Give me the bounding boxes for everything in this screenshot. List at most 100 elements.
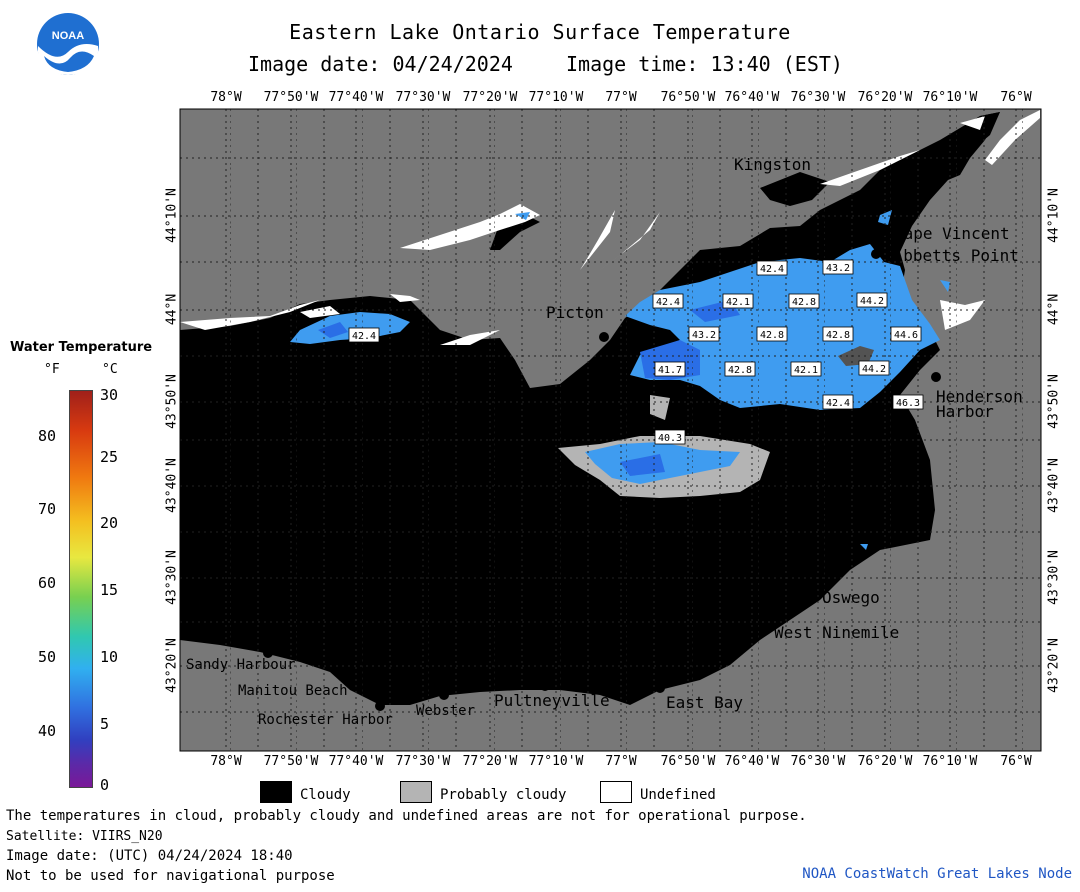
svg-text:42.4: 42.4 [352, 331, 376, 342]
temperature-label: 42.4 [652, 293, 684, 309]
svg-text:42.8: 42.8 [826, 330, 850, 341]
fahrenheit-tick: 60 [38, 574, 57, 592]
temperature-label: 43.2 [822, 259, 854, 275]
place-label: Henderson [936, 387, 1023, 406]
place-label: Harbor [936, 402, 994, 421]
longitude-label: 77°10'W [528, 90, 584, 105]
probably-cloudy-key-swatch [400, 781, 432, 803]
legend-unit-f: °F [44, 362, 60, 377]
image-date: Image date: 04/24/2024 [248, 52, 513, 76]
latitude-label: 43°20'N [164, 638, 180, 693]
temperature-label: 40.3 [654, 429, 686, 445]
longitude-label: 76°50'W [660, 754, 716, 769]
temperature-label: 42.8 [724, 361, 756, 377]
place-label: West Ninemile [774, 623, 900, 642]
longitude-label: 77°20'W [462, 90, 518, 105]
svg-text:44.2: 44.2 [862, 364, 886, 375]
temperature-label: 42.1 [790, 361, 822, 377]
place-label: Pultneyville [494, 691, 610, 710]
place-label: Tibbetts Point [884, 246, 1019, 265]
celsius-tick: 5 [100, 715, 110, 733]
color-scale-bar [69, 390, 93, 788]
place-label: Sandy Harbour [186, 657, 296, 673]
temperature-label: 46.3 [892, 394, 924, 410]
svg-text:42.8: 42.8 [728, 365, 752, 376]
logo-text: NOAA [52, 30, 84, 42]
longitude-label: 76°W [1000, 90, 1032, 105]
cloudy-key-label: Cloudy [300, 787, 351, 803]
longitude-label: 78°W [210, 754, 242, 769]
svg-text:42.8: 42.8 [792, 297, 816, 308]
fahrenheit-tick: 40 [38, 722, 57, 740]
map-title: Eastern Lake Ontario Surface Temperature [289, 20, 791, 44]
celsius-tick: 30 [100, 386, 119, 404]
svg-text:42.1: 42.1 [794, 365, 818, 376]
place-label: Manitou Beach [238, 683, 348, 699]
latitude-label: 43°30'N [1046, 550, 1062, 605]
longitude-label: 77°W [605, 90, 637, 105]
fahrenheit-tick: 80 [38, 427, 57, 445]
longitude-label: 77°W [605, 754, 637, 769]
latitude-label: 43°40'N [164, 458, 180, 513]
longitude-label: 76°W [1000, 754, 1032, 769]
place-label: East Bay [666, 693, 744, 712]
svg-text:41.7: 41.7 [658, 365, 682, 376]
satellite-text: Satellite: VIIRS_N20 [6, 829, 163, 844]
longitude-label: 77°50'W [263, 754, 319, 769]
svg-text:43.2: 43.2 [692, 330, 716, 341]
credit-text: NOAA CoastWatch Great Lakes Node [802, 866, 1072, 882]
utc-date-text: Image date: (UTC) 04/24/2024 18:40 [6, 848, 293, 864]
place-label: Oswego [822, 588, 880, 607]
longitude-label: 76°10'W [922, 90, 978, 105]
svg-text:44.6: 44.6 [894, 330, 918, 341]
longitude-label: 76°10'W [922, 754, 978, 769]
longitude-label: 77°30'W [395, 90, 451, 105]
latitude-label: 43°50'N [164, 374, 180, 429]
svg-text:44.2: 44.2 [860, 296, 884, 307]
temperature-label: 44.2 [856, 292, 888, 308]
temperature-label: 42.8 [822, 326, 854, 342]
latitude-label: 43°30'N [164, 550, 180, 605]
latitude-label: 43°20'N [1046, 638, 1062, 693]
place-marker [540, 681, 550, 691]
latitude-label: 44°10'N [1046, 188, 1062, 243]
place-marker [439, 690, 449, 700]
temperature-label: 43.2 [688, 326, 720, 342]
temperature-label: 44.6 [890, 326, 922, 342]
longitude-label: 77°50'W [263, 90, 319, 105]
svg-text:46.3: 46.3 [896, 398, 920, 409]
temperature-label: 41.7 [654, 361, 686, 377]
place-label: Kingston [734, 155, 812, 174]
celsius-tick: 15 [100, 581, 119, 599]
probably-cloudy-key-label: Probably cloudy [440, 787, 567, 803]
celsius-tick: 10 [100, 648, 119, 666]
navigation-warning: Not to be used for navigational purpose [6, 868, 335, 884]
svg-text:43.2: 43.2 [826, 263, 850, 274]
place-marker [931, 372, 941, 382]
place-label: Webster [416, 703, 476, 719]
temperature-label: 42.8 [788, 293, 820, 309]
svg-text:42.1: 42.1 [726, 297, 750, 308]
place-label: Picton [546, 303, 604, 322]
temperature-label: 42.4 [822, 394, 854, 410]
place-label: Rochester Harbor [258, 712, 393, 728]
svg-text:42.8: 42.8 [760, 330, 784, 341]
image-time: Image time: 13:40 (EST) [566, 52, 843, 76]
longitude-label: 76°20'W [857, 754, 913, 769]
place-marker [871, 249, 881, 259]
temperature-label: 42.4 [756, 260, 788, 276]
place-marker [263, 648, 273, 658]
celsius-tick: 20 [100, 514, 119, 532]
undefined-key-swatch [600, 781, 632, 803]
svg-text:42.4: 42.4 [826, 398, 850, 409]
longitude-label: 77°30'W [395, 754, 451, 769]
disclaimer-text: The temperatures in cloud, probably clou… [6, 808, 807, 824]
celsius-tick: 25 [100, 448, 119, 466]
temperature-label: 44.2 [858, 360, 890, 376]
fahrenheit-tick: 70 [38, 500, 57, 518]
place-marker [599, 332, 609, 342]
longitude-label: 77°10'W [528, 754, 584, 769]
legend-title: Water Temperature [10, 340, 153, 355]
longitude-label: 76°30'W [790, 90, 846, 105]
place-label: Cape Vincent [894, 224, 1010, 243]
